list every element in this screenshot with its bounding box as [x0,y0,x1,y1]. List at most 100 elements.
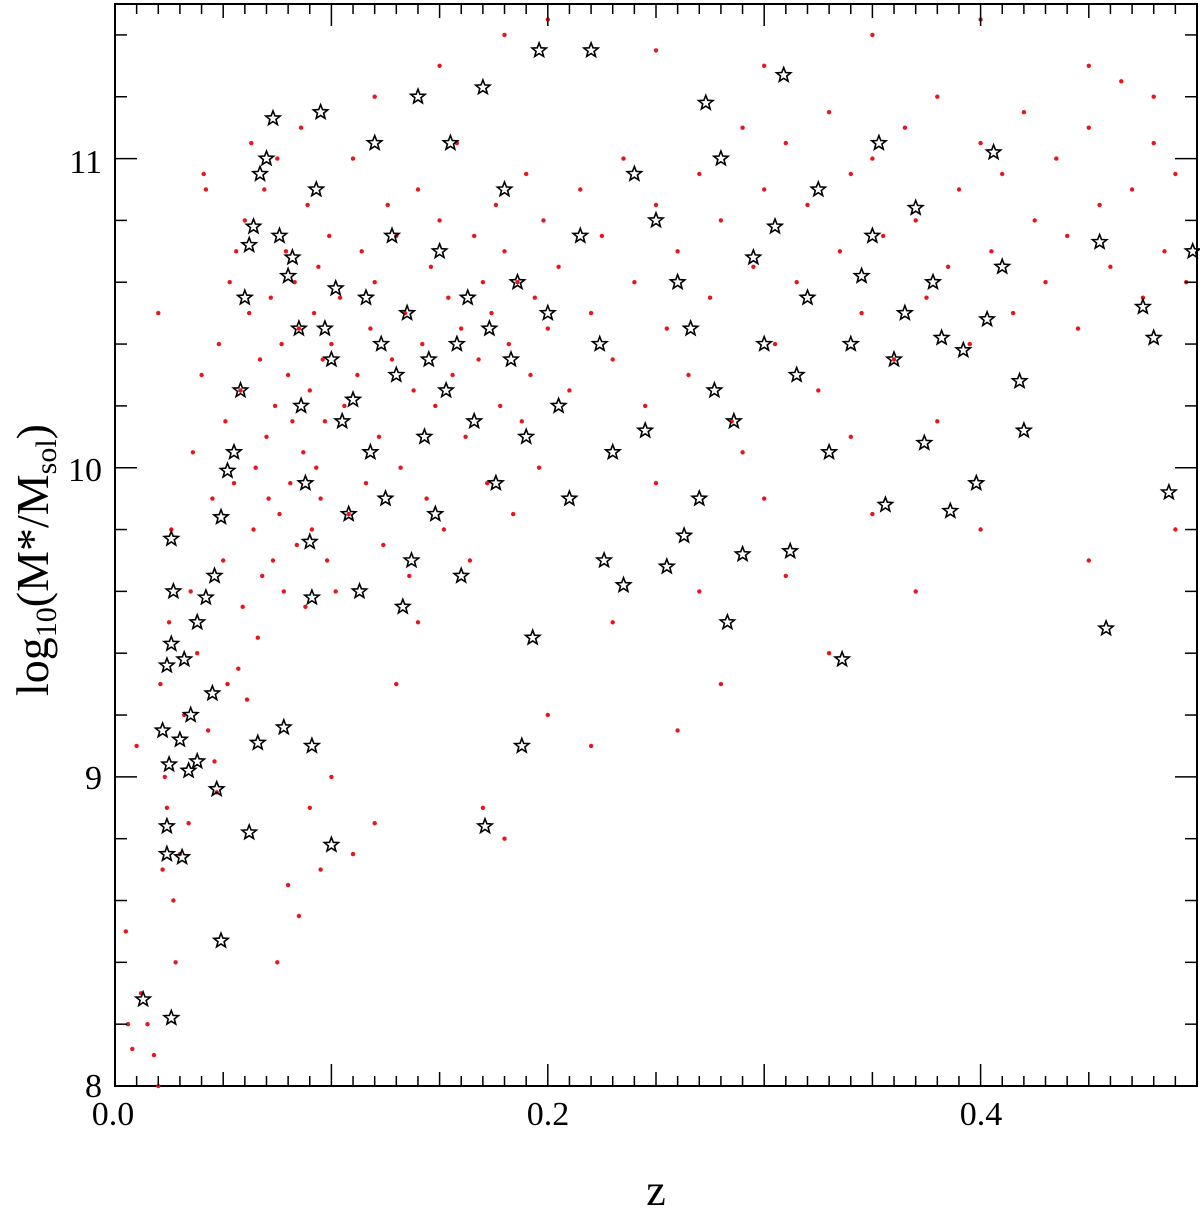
red-point [355,372,360,378]
red-point [272,403,278,409]
red-point [130,1046,135,1052]
red-point [428,264,434,269]
y-label-sub-10: 10 [30,607,63,637]
star-point [852,266,871,284]
red-point [283,249,289,254]
star-point [302,736,322,754]
red-point [675,249,680,254]
red-point [385,202,390,208]
red-point [227,280,232,285]
star-point [486,473,506,491]
red-point [420,341,425,347]
red-point [333,589,338,594]
star-point [244,216,263,235]
star-point [832,649,852,668]
star-point [954,340,973,359]
red-point [502,836,507,841]
star-point [549,396,568,414]
star-point [992,257,1012,275]
red-point [342,403,347,409]
red-point [762,496,767,501]
star-point [906,198,925,216]
star-point [594,550,614,569]
star-point [296,473,315,491]
red-point [740,125,745,130]
red-point [1065,233,1070,239]
star-point [207,779,226,798]
red-point [653,48,659,53]
star-point [157,816,177,835]
star-point [529,40,549,59]
red-point [437,63,442,68]
x-tick-label: 0.4 [960,1096,1003,1133]
star-point [322,835,341,853]
red-point [236,666,241,671]
y-tick-label: 10 [68,452,102,489]
red-point [599,233,605,239]
star-point [339,504,358,523]
star-point [966,473,986,491]
star-point [780,541,800,560]
red-point [145,1021,150,1027]
x-axis-label: z [646,1166,666,1215]
red-point [314,465,319,470]
red-point [281,589,286,594]
red-point [459,326,464,331]
red-point [264,434,269,439]
star-point [179,760,198,779]
red-point [1108,264,1113,269]
red-point [772,341,778,347]
red-point [989,249,994,254]
red-point [902,125,908,130]
red-point [296,913,302,919]
red-point [240,604,245,609]
star-point [274,717,294,736]
red-point [935,94,940,99]
star-point [248,733,268,751]
star-point [744,247,763,266]
y-label-close: ) [7,424,58,439]
star-point [311,102,330,121]
red-point [697,589,702,594]
red-point [415,187,421,192]
red-point [498,403,503,409]
red-point [337,295,343,300]
star-point [696,93,716,111]
red-point [279,341,284,347]
red-point [924,295,929,300]
red-point [1043,280,1048,285]
red-point [398,465,403,470]
star-point [322,349,341,368]
red-point [318,496,323,501]
star-point [733,544,752,563]
red-point [476,357,481,362]
star-point [157,844,177,863]
star-point [397,303,417,322]
red-point [556,264,561,269]
red-point [1151,140,1156,146]
red-point [223,419,228,424]
red-point [389,357,395,362]
star-point [300,532,320,550]
star-point [657,556,677,575]
star-point [174,649,194,668]
star-point [430,241,449,260]
star-point [787,365,806,383]
star-point [278,266,298,284]
red-point [762,187,767,192]
star-point [164,581,183,600]
star-point [361,442,380,461]
red-point [164,805,170,810]
red-point [536,465,542,470]
red-point [255,635,260,640]
red-point [463,434,468,439]
red-point [675,728,680,733]
star-point [560,488,579,507]
red-point [805,202,810,208]
y-label-sub-sol: sol [30,439,63,474]
red-point [210,496,215,501]
red-point [935,419,940,424]
red-point [234,249,239,254]
red-point [195,651,200,656]
red-point [307,805,312,810]
